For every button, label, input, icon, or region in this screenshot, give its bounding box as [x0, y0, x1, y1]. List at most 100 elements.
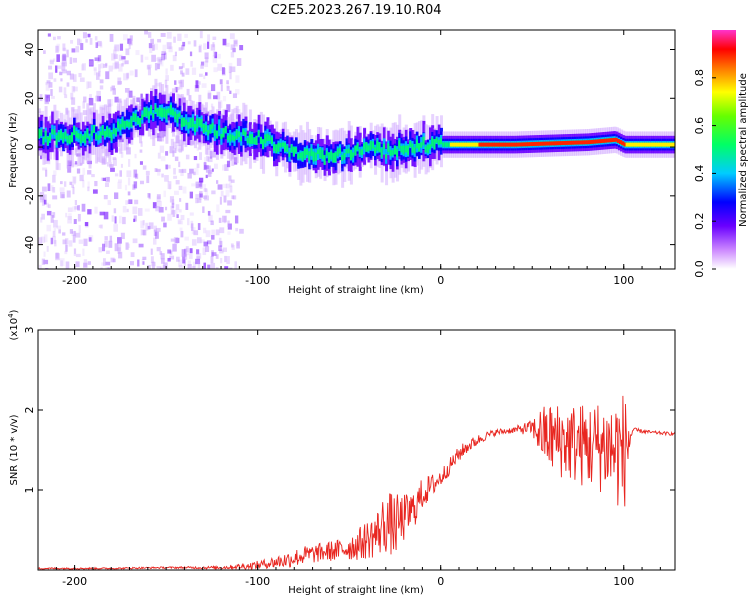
- spectrogram-speckle: [159, 267, 163, 269]
- spectrogram-speckle: [54, 240, 57, 247]
- spectrogram-speckle: [146, 65, 151, 70]
- spectrogram-speckle: [178, 209, 182, 213]
- spectrogram-speckle: [80, 43, 84, 50]
- spectrogram-core-cell: [500, 142, 504, 147]
- spectrogram-speckle: [114, 192, 119, 200]
- spectrogram-core-cell: [612, 137, 616, 142]
- spectrogram-speckle: [126, 170, 132, 178]
- spectrogram-speckle: [198, 152, 203, 160]
- spectrogram-core-cell: [577, 140, 581, 145]
- spectrogram-band-cell: [262, 139, 266, 150]
- spectrogram-band-cell: [196, 118, 200, 129]
- spectrogram-speckle: [95, 42, 99, 48]
- spectrogram-speckle: [155, 227, 161, 232]
- spectrogram-speckle: [149, 133, 155, 140]
- spectrogram-speckle: [62, 62, 67, 67]
- spectrogram-speckle: [190, 220, 194, 229]
- spectrogram-core-cell: [660, 142, 664, 147]
- spectrogram-speckle: [145, 170, 150, 176]
- spectrogram-speckle: [79, 39, 82, 46]
- spectrogram-speckle: [205, 230, 211, 238]
- spectrogram-speckle: [70, 92, 74, 100]
- spectrogram-core-cell: [452, 142, 456, 147]
- spectrogram-speckle: [78, 225, 81, 233]
- spectrogram-speckle: [141, 259, 145, 265]
- spectrogram-speckle: [124, 87, 130, 93]
- spectrogram-speckle: [74, 148, 78, 156]
- spectrogram-band-cell: [202, 124, 206, 134]
- spectrogram-core-cell: [588, 140, 592, 145]
- snr-ytick-label: 3: [23, 327, 36, 334]
- spectrogram-band-cell: [117, 121, 121, 129]
- spectrogram-speckle: [227, 220, 230, 228]
- spectrogram-speckle: [184, 236, 189, 241]
- spectrogram-speckle: [81, 203, 86, 212]
- spectrogram-speckle: [211, 235, 215, 240]
- spectrogram-speckle: [106, 177, 110, 182]
- spectrogram-speckle: [59, 258, 65, 267]
- spectrogram-speckle: [204, 195, 209, 201]
- spectrogram-speckle: [71, 97, 76, 105]
- spectrogram-band-cell: [325, 150, 329, 156]
- spectrogram-core-cell: [590, 139, 594, 144]
- spectrogram-speckle: [111, 53, 116, 61]
- spectrogram-core-cell: [539, 141, 543, 146]
- spectrogram-speckle: [117, 237, 122, 244]
- spectrogram-core-cell: [449, 142, 453, 147]
- spectrogram-speckle: [178, 80, 183, 84]
- spectrogram-band-cell: [352, 152, 356, 158]
- spectrogram-band-cell: [428, 144, 432, 150]
- spectrogram-speckle: [178, 66, 183, 70]
- spectrogram-core-cell: [568, 140, 572, 145]
- spectrogram-speckle: [189, 248, 193, 254]
- spectrogram-band-cell: [321, 149, 325, 160]
- spectrogram-speckle: [117, 247, 121, 254]
- spectrogram-band-cell: [323, 154, 327, 166]
- spectrogram-speckle: [142, 256, 147, 260]
- spectrogram-speckle: [113, 46, 117, 50]
- spectrogram-speckle: [79, 174, 84, 182]
- spectrogram-band-cell: [422, 136, 426, 146]
- spectrogram-speckle: [194, 167, 199, 175]
- spectrogram-speckle: [224, 266, 229, 269]
- spectrogram-core-cell: [542, 141, 546, 146]
- spectrogram-speckle: [239, 228, 244, 234]
- spectrogram-band-cell: [125, 120, 129, 127]
- spectrogram-speckle: [211, 229, 216, 236]
- spectrogram-core-cell: [463, 142, 467, 147]
- spectrogram-speckle: [178, 185, 183, 191]
- spectrogram-speckle: [177, 219, 182, 225]
- spectrogram-band-cell: [147, 111, 151, 120]
- spectrogram-speckle: [40, 236, 46, 243]
- spectrogram-speckle: [112, 158, 117, 166]
- spectrogram-speckle: [203, 184, 206, 192]
- spectrogram-speckle: [175, 87, 178, 93]
- spectrogram-core-cell: [669, 142, 673, 147]
- spectrogram-speckle: [96, 72, 100, 80]
- spectrogram-speckle: [108, 240, 113, 248]
- spectrogram-speckle: [98, 64, 101, 73]
- spectrogram-band-cell: [90, 130, 94, 136]
- spectrogram-speckle: [127, 177, 131, 186]
- spectrogram-band-cell: [55, 135, 59, 146]
- spectrogram-speckle: [216, 180, 219, 184]
- spectrogram-speckle: [73, 163, 79, 167]
- spectrogram-speckle: [45, 94, 50, 102]
- spectrogram-band-cell: [319, 148, 323, 159]
- spectrogram-speckle: [149, 47, 153, 54]
- spectrogram-speckle: [91, 174, 95, 178]
- spectrogram-core-cell: [667, 142, 671, 147]
- spectrogram-band-cell: [103, 131, 107, 138]
- spectrogram-speckle: [100, 177, 104, 181]
- spectrogram-speckle: [113, 208, 117, 214]
- spectrogram-speckle: [74, 161, 78, 165]
- spectrogram-speckle: [141, 230, 145, 235]
- spectrogram-speckle: [100, 224, 103, 230]
- spectrogram-speckle: [169, 196, 174, 203]
- spectrogram-speckle: [155, 168, 161, 172]
- spectrogram-speckle: [186, 88, 190, 96]
- spectrogram-speckle: [183, 248, 187, 257]
- spectrogram-speckle: [172, 209, 176, 218]
- spectrogram-speckle: [207, 41, 210, 49]
